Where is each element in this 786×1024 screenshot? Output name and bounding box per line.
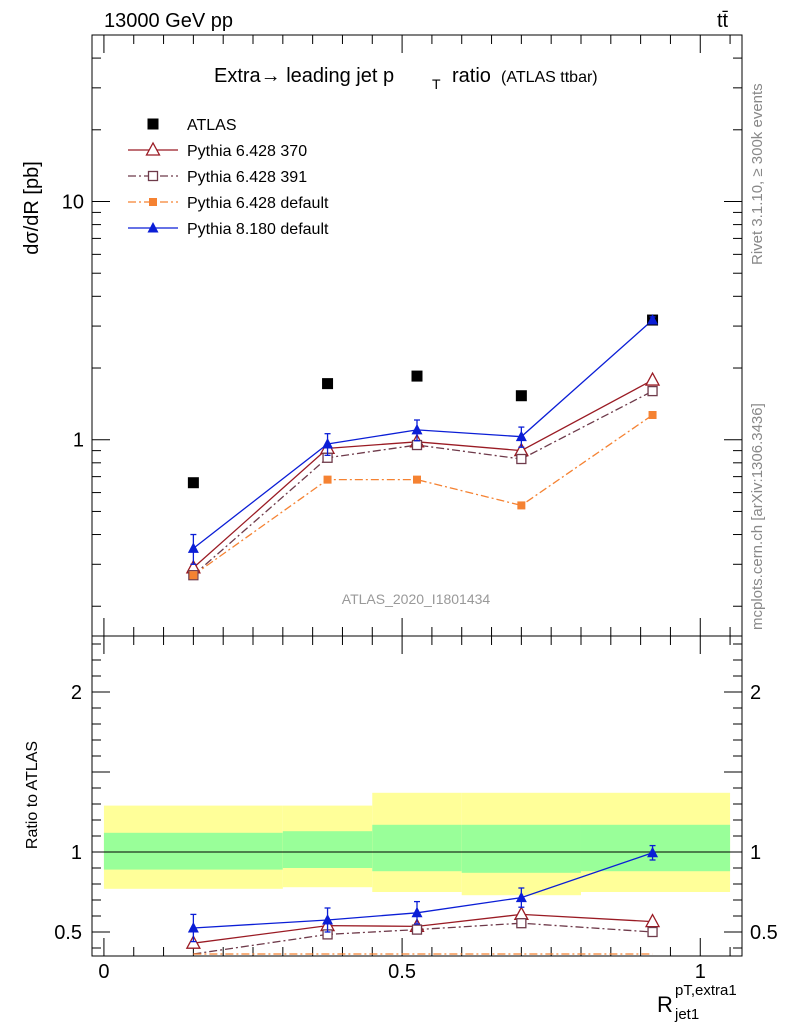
- legend-item-p6_default: Pythia 6.428 default: [128, 195, 329, 212]
- ratio-point-p6_391: [647, 926, 658, 938]
- analysis-label: ATLAS_2020_I1801434: [342, 591, 491, 607]
- main-y-tick-label: 10: [62, 192, 84, 214]
- legend-item-data: ATLAS: [147, 117, 237, 134]
- energy-label: 13000 GeV pp: [104, 10, 233, 32]
- main-point-p6_370: [644, 371, 661, 386]
- main-point-data: [187, 477, 199, 489]
- plot-title-main: Extra→ leading jet p: [214, 65, 394, 87]
- legend-item-p6_370: Pythia 6.428 370: [128, 141, 307, 160]
- ratio-point-p8_default: [187, 922, 199, 933]
- legend-item-p8_default: Pythia 8.180 default: [128, 221, 329, 238]
- main-line-p6_370: [192, 379, 653, 569]
- x-axis-label: R pT,extra1 jet1: [657, 982, 737, 1023]
- x-axis: 0 0.5 1: [98, 35, 731, 983]
- ratio-point-p6_370: [513, 906, 529, 921]
- x-tick-label: 0.5: [388, 961, 416, 983]
- ratio-y-tick-label-left: 1: [71, 842, 82, 864]
- band-inner-2: [372, 824, 462, 872]
- ratio-point-p6_391: [411, 924, 423, 935]
- legend-label-p6_370: Pythia 6.428 370: [187, 143, 307, 160]
- x-axis-label-main: R: [657, 992, 673, 1017]
- main-point-p6_391: [647, 385, 658, 397]
- legend-marker-p6_370: [145, 141, 161, 156]
- main-y-tick-label: 1: [73, 430, 84, 452]
- main-point-p8_default: [187, 542, 199, 553]
- legend-marker-data: [147, 118, 159, 130]
- plot-title: Extra→ leading jet p T ratio (ATLAS ttba…: [214, 65, 598, 92]
- ratio-point-p8_default: [322, 914, 334, 925]
- ratio-y-tick-label-left: 2: [71, 682, 82, 704]
- main-point-p6_391: [411, 439, 423, 451]
- ratio-point-p8_default: [647, 846, 659, 858]
- main-point-data: [322, 378, 334, 390]
- legend: ATLAS Pythia 6.428 370 Pythia 6.428 391 Pyt…: [128, 117, 329, 238]
- x-axis-label-sub: jet1: [674, 1006, 699, 1023]
- main-point-p8_default: [647, 314, 659, 325]
- uncertainty-bands: [92, 792, 742, 896]
- y-main-label: dσ/dR [pb]: [21, 161, 43, 255]
- rivet-label: Rivet 3.1.10, ≥ 300k events: [749, 83, 766, 265]
- main-point-p8_default: [411, 423, 423, 435]
- legend-marker-p8_default: [147, 222, 159, 233]
- ratio-plot-frame: [91, 635, 743, 957]
- ratio-y-axis: 0.5 0.5 1 1 2 2: [54, 643, 778, 949]
- legend-marker-p6_391: [147, 170, 159, 182]
- main-point-p6_default: [413, 475, 421, 484]
- legend-label-p6_391: Pythia 6.428 391: [187, 169, 307, 186]
- main-point-p8_default: [515, 430, 527, 442]
- mcplots-label: mcplots.cern.ch [arXiv:1306.3436]: [749, 403, 766, 630]
- ratio-point-p8_default: [411, 906, 423, 918]
- x-tick-label: 0: [98, 961, 109, 983]
- ratio-y-tick-label-right: 0.5: [750, 922, 778, 944]
- main-point-data: [515, 390, 527, 402]
- plot-title-sub: T: [432, 76, 441, 92]
- ratio-point-p6_391: [516, 918, 527, 929]
- y-main-label-text: dσ/dR [pb]: [21, 161, 43, 255]
- legend-label-p6_default: Pythia 6.428 default: [187, 195, 329, 212]
- ratio-y-tick-label-right: 2: [750, 682, 761, 704]
- main-point-p6_default: [189, 571, 198, 580]
- x-tick-label: 1: [695, 961, 706, 983]
- band-inner-3: [461, 824, 581, 873]
- ratio-point-p6_370: [644, 913, 661, 928]
- main-y-axis: 1 10: [62, 34, 742, 607]
- plot-title-paren: (ATLAS ttbar): [501, 69, 598, 86]
- plot-title-tail: ratio: [452, 65, 491, 87]
- ratio-series-layer: [185, 844, 661, 955]
- process-label: tt̄: [717, 10, 729, 32]
- band-inner-1: [282, 831, 373, 868]
- band-inner-0: [103, 832, 283, 870]
- legend-item-p6_391: Pythia 6.428 391: [128, 169, 307, 186]
- legend-label-data: ATLAS: [187, 117, 237, 134]
- legend-label-p8_default: Pythia 8.180 default: [187, 221, 329, 238]
- ratio-y-tick-label-right: 1: [750, 842, 761, 864]
- band-inner-4: [580, 824, 731, 872]
- main-point-p8_default: [322, 437, 334, 449]
- x-axis-label-sup: pT,extra1: [675, 982, 737, 999]
- main-point-p6_default: [517, 501, 526, 510]
- main-point-p6_default: [323, 475, 332, 484]
- ratio-point-p8_default: [515, 891, 527, 903]
- main-line-p6_391: [192, 390, 653, 576]
- main-point-p6_391: [516, 453, 527, 465]
- legend-marker-p6_default: [149, 198, 157, 206]
- main-point-p6_default: [648, 411, 657, 420]
- main-point-data: [411, 370, 423, 382]
- main-series-layer: [185, 314, 661, 581]
- ratio-y-tick-label-left: 0.5: [54, 922, 82, 944]
- ratio-line-p6_391: [193, 922, 653, 955]
- y-ratio-label: Ratio to ATLAS: [24, 741, 41, 849]
